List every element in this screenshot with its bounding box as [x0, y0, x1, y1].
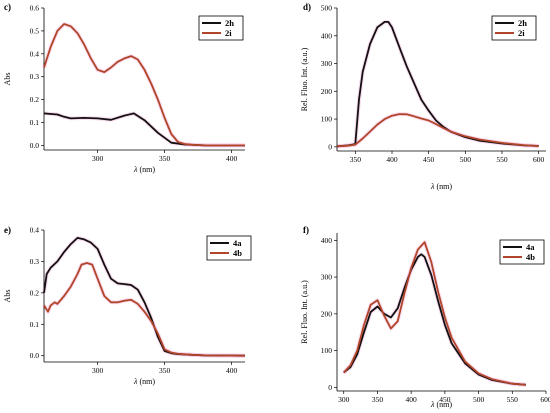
series-glow-2h — [336, 19, 539, 149]
legend-label-2i: 2i — [225, 28, 232, 38]
x-tick-label: 400 — [226, 366, 238, 375]
chart-panel-f: 0 100 200 300 400 300 350 400 450 500 550 600 Rel. F… — [300, 225, 550, 409]
legend-label-4a: 4a — [526, 242, 535, 252]
x-tick-label: 400 — [406, 395, 418, 404]
x-tick-label: 300 — [92, 154, 104, 163]
y-tick-label: 100 — [321, 346, 333, 355]
x-tick-label: 300 — [92, 366, 104, 375]
legend-label-2h: 2h — [225, 18, 234, 28]
panel-label: c) — [4, 2, 11, 12]
y-tick-label: 0.0 — [30, 351, 40, 360]
series-line-2i — [336, 113, 539, 148]
legend-label-2i: 2i — [518, 28, 525, 38]
x-axis-label: λ (nm) — [430, 400, 452, 409]
series-line-2i — [43, 23, 245, 147]
x-tick-label: 550 — [507, 395, 519, 404]
y-axis-label: Rel. Fluo. Int. (a.u.) — [300, 280, 309, 344]
legend-label-4b: 4b — [526, 252, 535, 262]
legend-box — [206, 235, 252, 261]
x-tick-label: 350 — [159, 154, 171, 163]
series-line-4b — [43, 262, 246, 357]
x-tick-label: 350 — [372, 395, 384, 404]
legend-box — [491, 15, 537, 41]
legend-label-4a: 4a — [233, 238, 242, 248]
series-line-2h — [336, 21, 539, 148]
y-tick-label: 0.2 — [30, 288, 40, 297]
y-tick-label: 0.1 — [30, 320, 40, 329]
legend-label-4b: 4b — [233, 248, 242, 258]
x-tick-label: 400 — [226, 154, 238, 163]
x-axis-label: λ (nm) — [133, 165, 155, 174]
panel-label: e) — [4, 225, 11, 235]
y-axis-label: Rel. Fluo. Int. (a.u.) — [300, 47, 309, 111]
x-tick-label: 450 — [439, 395, 451, 404]
y-tick-label: 0.3 — [30, 257, 40, 266]
y-tick-label: 0.5 — [30, 26, 40, 35]
series-line-4a — [43, 237, 246, 357]
y-tick-label: 400 — [321, 236, 333, 245]
y-tick-label: 400 — [321, 31, 333, 40]
y-tick-label: 0.2 — [30, 95, 40, 104]
y-tick-label: 0.4 — [30, 49, 40, 58]
y-tick-label: 0.0 — [30, 141, 40, 150]
y-axis-label: Abs — [3, 290, 12, 303]
series-glow-4b — [42, 261, 246, 358]
series-glow-4a — [42, 235, 246, 358]
y-tick-label: 500 — [321, 4, 333, 13]
panel-label: d) — [303, 2, 311, 12]
panel-label: f) — [303, 225, 309, 235]
series-line-4b — [343, 241, 526, 386]
x-tick-label: 350 — [159, 366, 171, 375]
x-axis-label: λ (nm) — [133, 377, 155, 386]
x-tick-label: 350 — [350, 155, 362, 164]
x-axis-label: λ (nm) — [430, 182, 452, 191]
y-tick-label: 0 — [328, 142, 332, 151]
y-tick-label: 0.1 — [30, 118, 40, 127]
y-tick-label: 0 — [328, 383, 332, 392]
x-tick-label: 400 — [386, 155, 398, 164]
y-axis-label: Abs — [3, 73, 12, 86]
x-tick-label: 450 — [423, 155, 435, 164]
x-tick-label: 600 — [540, 395, 550, 404]
y-tick-label: 0.3 — [30, 72, 40, 81]
y-tick-label: 100 — [321, 115, 333, 124]
y-tick-label: 0.4 — [30, 226, 40, 235]
legend-box — [499, 239, 545, 265]
x-tick-label: 550 — [496, 155, 508, 164]
series-glow-2i — [42, 22, 245, 148]
x-tick-label: 300 — [338, 395, 350, 404]
legend-label-2h: 2h — [518, 18, 527, 28]
x-tick-label: 600 — [533, 155, 545, 164]
y-tick-label: 200 — [321, 87, 333, 96]
x-tick-label: 500 — [473, 395, 485, 404]
y-tick-label: 0.6 — [30, 4, 40, 13]
y-tick-label: 200 — [321, 309, 333, 318]
y-tick-label: 300 — [321, 273, 333, 282]
y-tick-label: 300 — [321, 59, 333, 68]
chart-panel-d: 0 100 200 300 400 500 350 400 450 500 550 600 Rel. F… — [300, 2, 546, 191]
x-tick-label: 500 — [460, 155, 472, 164]
series-line-4a — [343, 253, 526, 386]
series-glow-2i — [336, 112, 539, 149]
chart-panel-c: 0.0 0.1 0.2 0.3 0.4 0.5 0.6 300 350 400 Abs λ (nm) c… — [3, 2, 245, 174]
legend-box — [198, 15, 244, 41]
series-line-2h — [43, 112, 245, 147]
